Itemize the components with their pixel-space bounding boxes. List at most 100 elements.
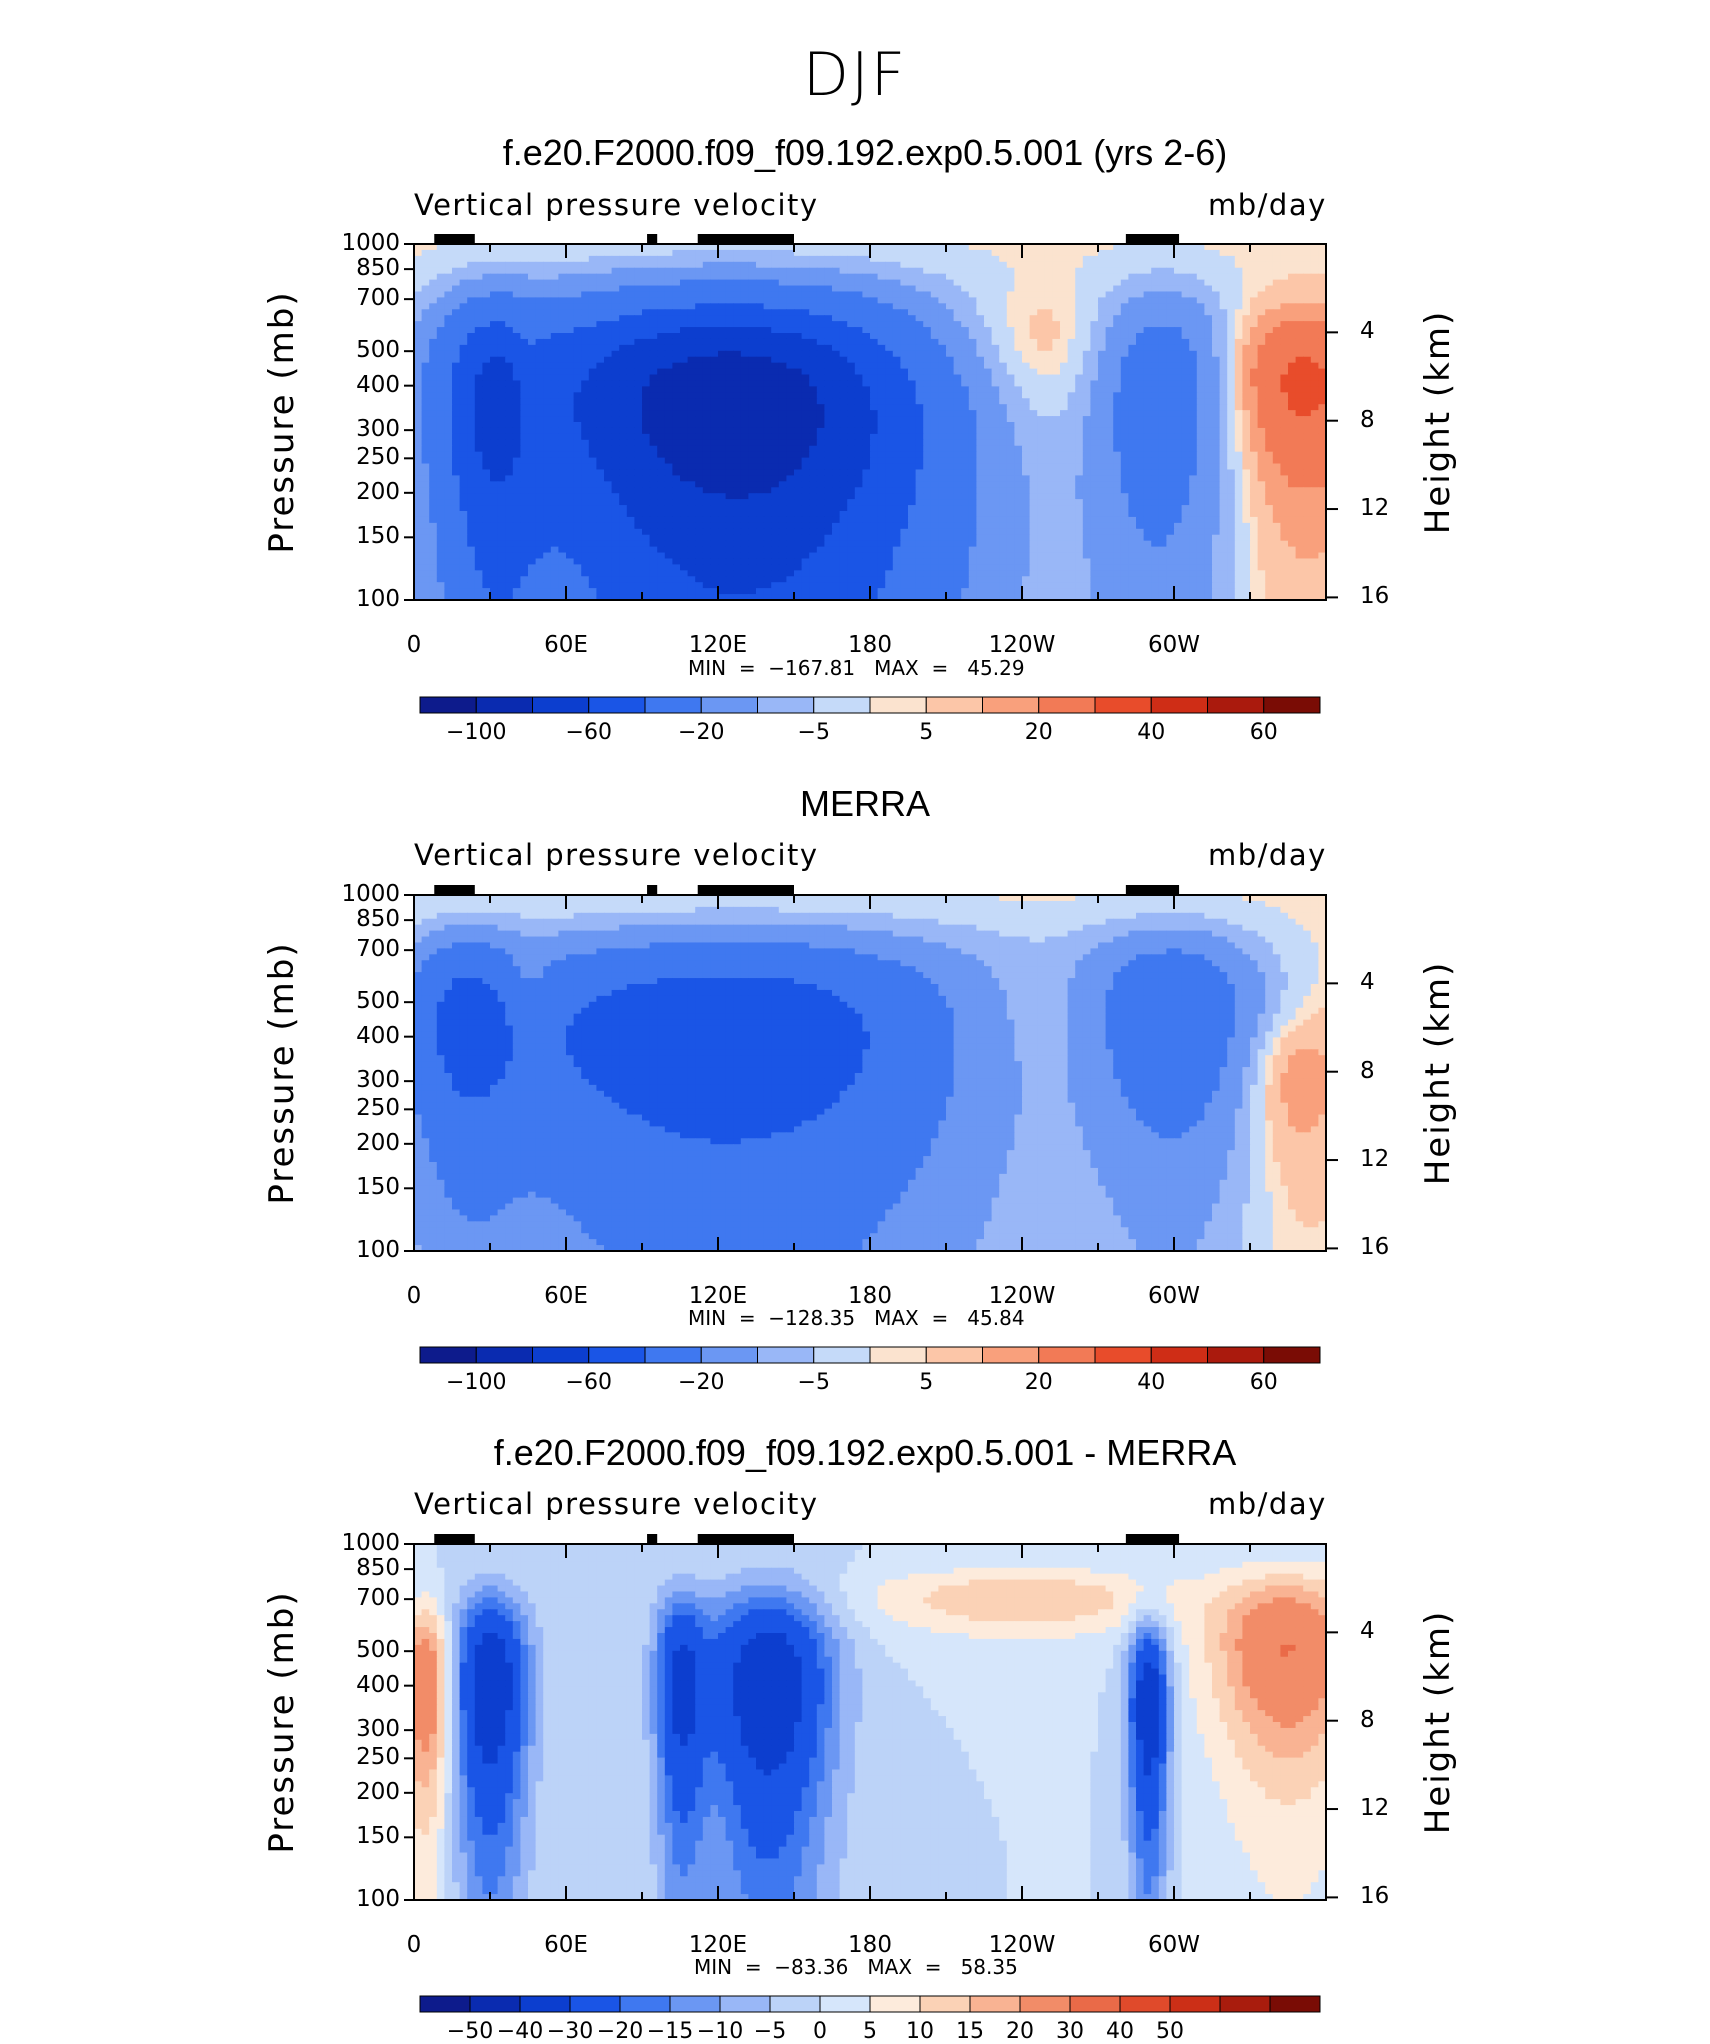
field-cell xyxy=(528,469,537,476)
field-cell xyxy=(1060,445,1069,453)
field-cell xyxy=(1288,315,1297,322)
field-cell xyxy=(786,398,795,405)
field-cell xyxy=(474,487,483,494)
field-cell xyxy=(414,469,423,476)
field-cell xyxy=(588,344,597,352)
field-cell xyxy=(581,368,590,376)
field-cell xyxy=(847,344,856,352)
field-cell xyxy=(733,321,742,328)
field-cell xyxy=(991,291,1000,298)
field-cell xyxy=(619,422,628,429)
field-cell xyxy=(1189,261,1198,269)
field-cell xyxy=(649,380,658,387)
field-cell xyxy=(1136,338,1145,346)
field-cell xyxy=(999,463,1008,471)
field-cell xyxy=(1227,273,1236,281)
field-cell xyxy=(1174,303,1183,310)
field-cell xyxy=(672,327,681,334)
field-cell xyxy=(452,433,461,441)
field-cell xyxy=(664,261,673,269)
field-cell xyxy=(626,374,635,382)
field-cell xyxy=(763,445,772,453)
field-cell xyxy=(748,327,757,334)
field-cell xyxy=(1250,386,1259,393)
field-cell xyxy=(1204,327,1213,334)
field-cell xyxy=(482,255,491,263)
field-cell xyxy=(680,451,689,459)
field-cell xyxy=(680,297,689,304)
field-cell xyxy=(573,469,582,476)
field-cell xyxy=(923,451,932,459)
field-cell xyxy=(459,321,468,328)
field-cell xyxy=(915,333,924,340)
field-cell xyxy=(490,285,499,293)
field-cell xyxy=(877,475,886,482)
field-cell xyxy=(436,410,445,417)
field-cell xyxy=(588,392,597,399)
field-cell xyxy=(429,451,438,459)
field-cell xyxy=(1303,333,1312,340)
field-cell xyxy=(436,309,445,316)
field-cell xyxy=(528,439,537,447)
field-cell xyxy=(1234,273,1243,281)
field-cell xyxy=(649,439,658,447)
field-cell xyxy=(1234,267,1243,275)
field-cell xyxy=(824,481,833,488)
field-cell xyxy=(1295,398,1304,405)
panel-1-ylabel: Pressure (mb) xyxy=(262,262,302,582)
field-cell xyxy=(611,303,620,310)
field-cell xyxy=(771,315,780,322)
field-cell xyxy=(733,267,742,275)
field-cell xyxy=(520,481,529,488)
field-cell xyxy=(816,374,825,382)
field-cell xyxy=(1280,475,1289,482)
field-cell xyxy=(1303,469,1312,476)
field-cell xyxy=(847,451,856,459)
field-cell xyxy=(930,350,939,358)
field-cell xyxy=(505,350,514,358)
field-cell xyxy=(801,487,810,494)
field-cell xyxy=(1219,457,1228,465)
field-cell xyxy=(991,469,1000,476)
field-cell xyxy=(1303,475,1312,482)
field-cell xyxy=(680,279,689,287)
field-cell xyxy=(953,487,962,494)
field-cell xyxy=(1272,362,1281,370)
field-cell xyxy=(702,445,711,453)
field-cell xyxy=(687,309,696,316)
field-cell xyxy=(794,267,803,275)
field-cell xyxy=(1280,315,1289,322)
field-cell xyxy=(604,297,613,304)
field-cell xyxy=(664,392,673,399)
field-cell xyxy=(429,273,438,281)
field-cell xyxy=(436,279,445,287)
field-cell xyxy=(543,356,552,364)
field-cell xyxy=(862,433,871,441)
field-cell xyxy=(573,309,582,316)
field-cell xyxy=(748,386,757,393)
field-cell xyxy=(1303,261,1312,269)
field-cell xyxy=(794,362,803,370)
field-cell xyxy=(778,433,787,441)
field-cell xyxy=(999,255,1008,263)
field-cell xyxy=(1242,427,1251,435)
field-cell xyxy=(490,297,499,304)
field-cell xyxy=(626,422,635,429)
field-cell xyxy=(854,273,863,281)
field-cell xyxy=(1090,291,1099,298)
field-cell xyxy=(550,338,559,346)
field-cell xyxy=(1075,285,1084,293)
field-cell xyxy=(930,410,939,417)
field-cell xyxy=(1098,267,1107,275)
field-cell xyxy=(1037,249,1046,257)
field-cell xyxy=(1128,374,1137,382)
field-cell xyxy=(870,362,879,370)
field-cell xyxy=(1212,457,1221,465)
field-cell xyxy=(1037,410,1046,417)
field-cell xyxy=(459,463,468,471)
field-cell xyxy=(588,291,597,298)
field-cell xyxy=(1174,368,1183,376)
field-cell xyxy=(1310,475,1319,482)
field-cell xyxy=(687,344,696,352)
field-cell xyxy=(816,487,825,494)
